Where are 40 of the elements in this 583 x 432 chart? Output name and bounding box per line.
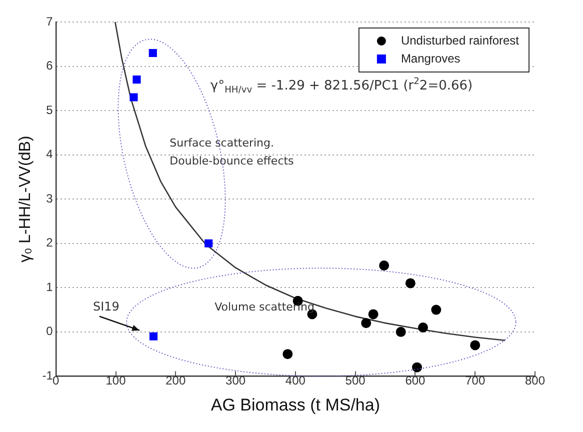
legend-label: Mangroves — [400, 51, 460, 66]
point — [368, 309, 378, 320]
point — [470, 340, 480, 350]
point — [149, 332, 158, 340]
x-tick-label: 300 — [226, 374, 246, 388]
point — [204, 239, 213, 248]
annotation: Volume scattering — [214, 300, 314, 314]
y-tick-label: -1 — [42, 368, 54, 383]
point — [405, 278, 416, 288]
y-axis-title: γ₀ L-HH/L-VV(dB) — [17, 136, 34, 262]
y-tick-label: 7 — [46, 14, 54, 28]
x-tick-label: 500 — [345, 374, 366, 388]
point — [132, 76, 141, 84]
y-tick-label: 0 — [46, 324, 54, 338]
y-tick-label: 4 — [46, 147, 54, 162]
x-tick-label: 800 — [524, 374, 546, 388]
x-tick-label: 100 — [106, 374, 126, 388]
annotation: Double-bounce effects — [170, 154, 294, 168]
x-tick-label: 700 — [465, 374, 486, 388]
x-tick-label: 400 — [285, 374, 306, 388]
point — [396, 326, 406, 337]
point — [412, 362, 422, 372]
point — [379, 260, 390, 271]
point — [148, 48, 157, 58]
annotation: Surface scattering. — [170, 136, 274, 150]
x-axis-title: AG Biomass (t MS/ha) — [210, 395, 380, 414]
point — [130, 93, 138, 102]
x-tick-label: 600 — [405, 374, 426, 388]
x-tick-label: 200 — [166, 374, 186, 388]
point — [282, 349, 293, 360]
point — [418, 322, 428, 332]
y-tick-label: 6 — [46, 58, 54, 73]
y-tick-label: 3 — [46, 191, 54, 206]
legend-label: Undisturbed rainforest — [400, 33, 520, 48]
point — [361, 318, 372, 328]
point — [431, 304, 442, 315]
y-tick-label: 1 — [46, 280, 54, 294]
annotation: SI19 — [93, 300, 120, 314]
y-tick-label: 5 — [46, 102, 54, 117]
y-tick-label: 2 — [46, 236, 54, 250]
